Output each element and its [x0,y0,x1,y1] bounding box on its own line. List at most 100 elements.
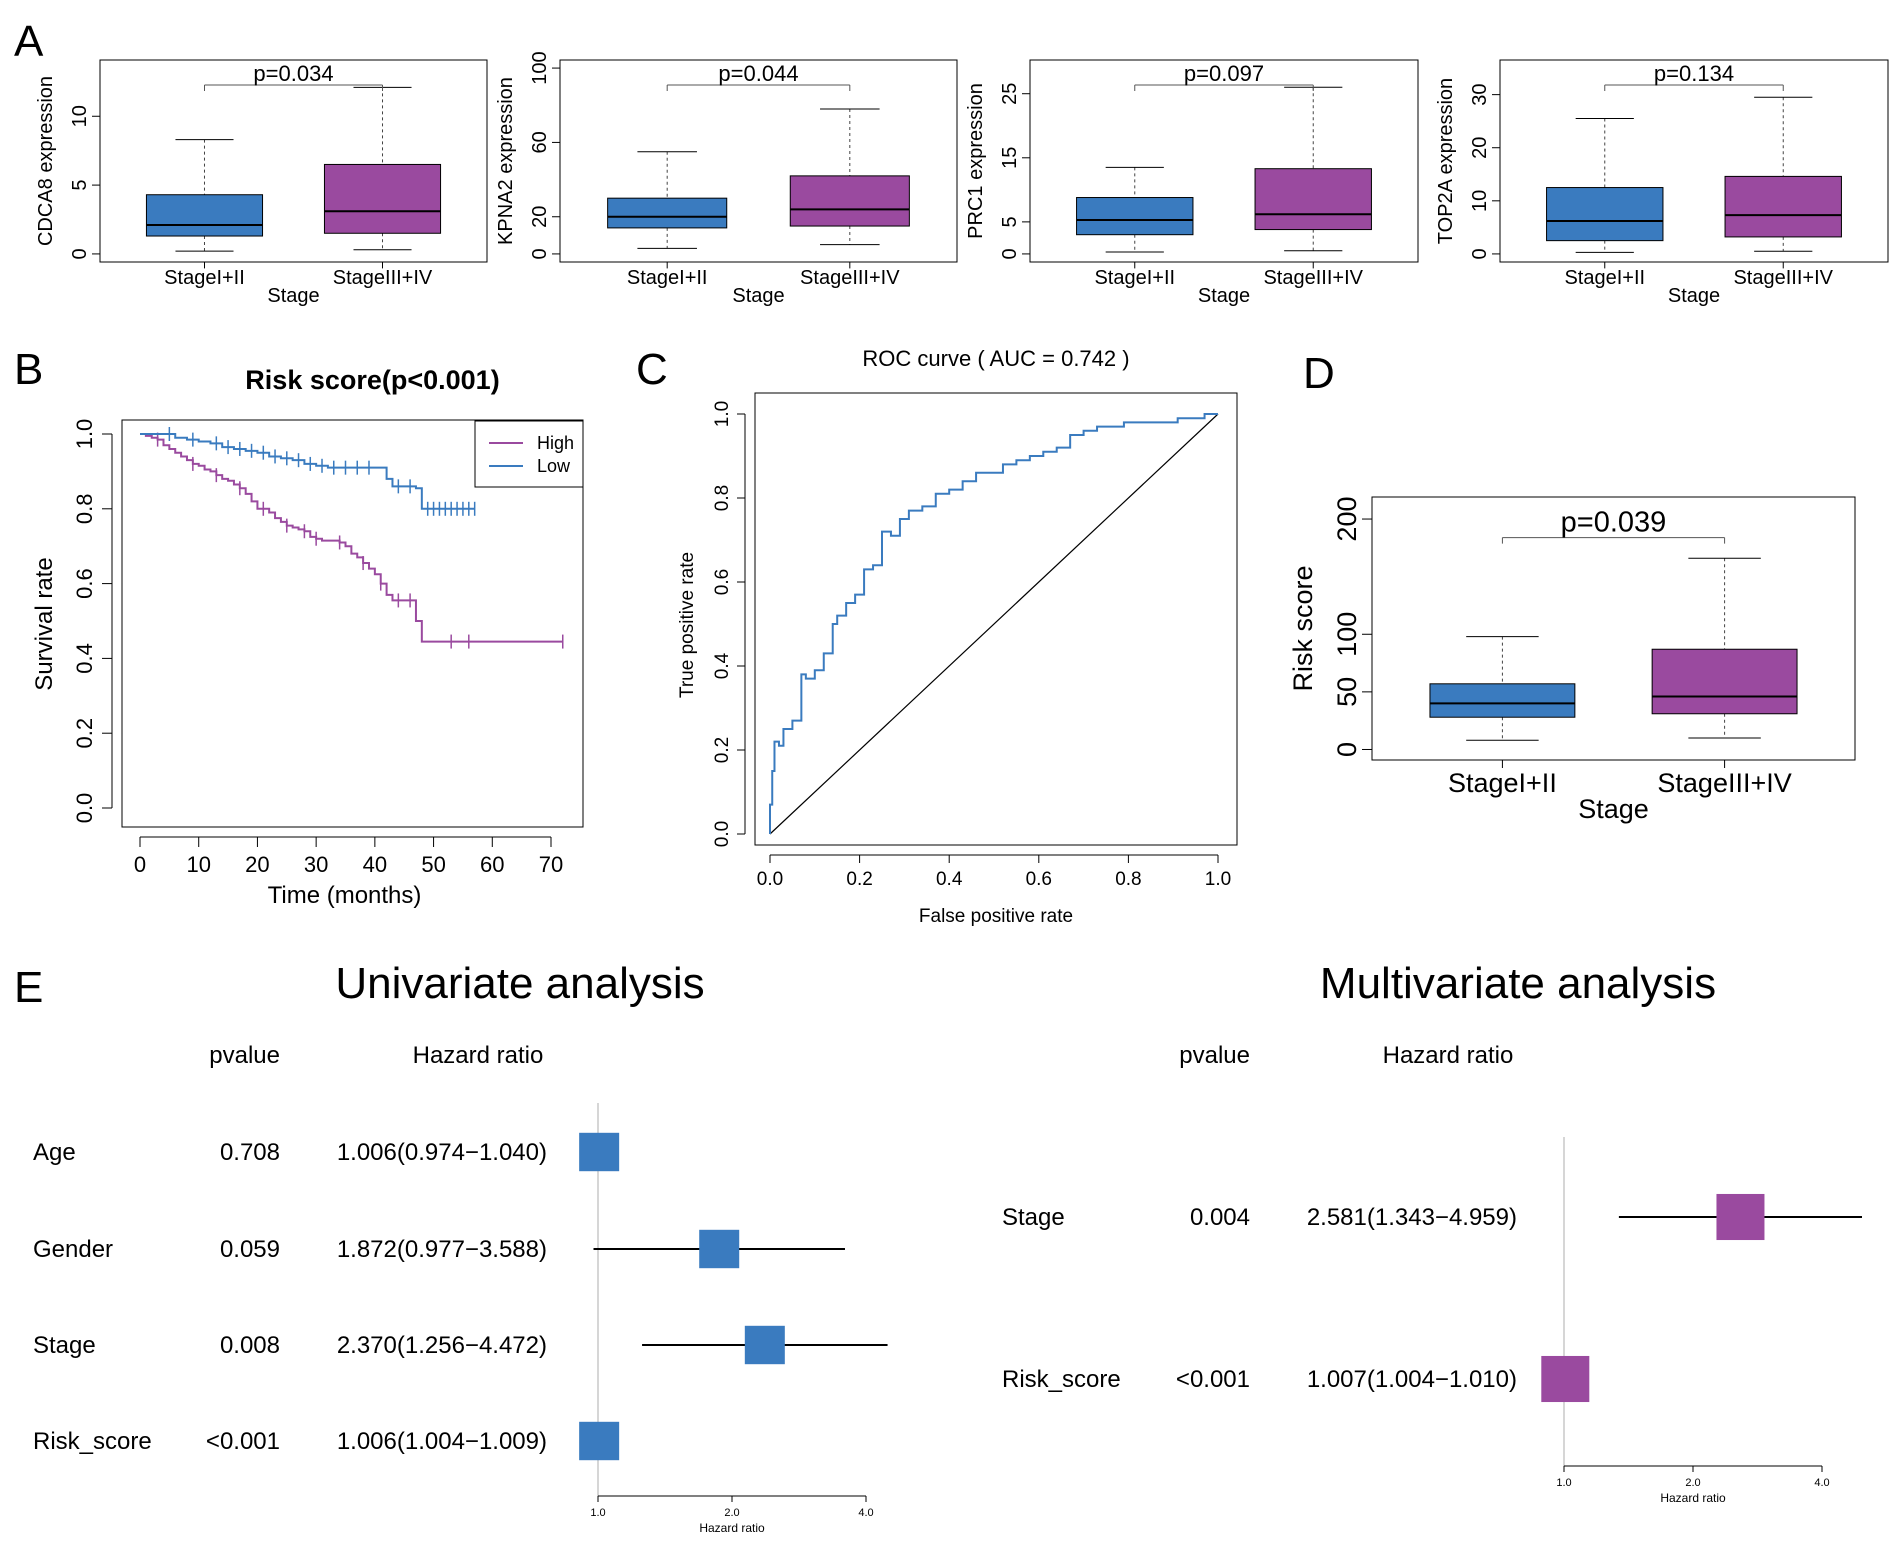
x-axis-label: Stage [732,285,784,307]
legend-label-low: Low [537,456,571,476]
diagonal-reference-line [769,413,1219,835]
plot-frame [754,392,1238,846]
row-label: Stage [1002,1204,1065,1231]
x-axis-label: Time (months) [268,882,422,909]
x-tick-label: 30 [304,852,328,877]
row-hazard-ratio: 2.581(1.343−4.959) [1307,1204,1517,1231]
y-tick-label: 0.2 [712,737,733,763]
x-tick-label: 10 [186,852,210,877]
row-hazard-ratio: 1.007(1.004−1.010) [1307,1366,1517,1393]
y-axis-label: True positive rate [677,552,698,698]
pvalue-label: p=0.044 [718,61,798,86]
boxplot-cdca8: 0 5 10 CDCA8 expression StageI+II StageIII+IV… [35,59,488,307]
y-tick-label: 200 [1332,497,1362,542]
x-tick-label: StageIII+IV [1657,768,1791,798]
chart-title: ROC curve ( AUC = 0.742 ) [862,346,1129,371]
y-tick-label: 0 [1469,248,1491,259]
x-tick-label: 0.8 [1115,869,1141,890]
y-tick-label: 15 [999,147,1021,169]
x-tick-label: 40 [363,852,387,877]
x-axis-label: Hazard ratio [1660,1491,1726,1505]
y-axis-label: CDCA8 expression [35,76,57,246]
y-tick-label: 100 [529,51,551,84]
box-iqr [1076,197,1194,236]
row-pvalue: 0.708 [220,1139,280,1166]
survival-curve-high [140,433,563,643]
box-iqr [145,194,264,237]
box-iqr [323,163,442,234]
y-tick-label: 0.4 [72,643,97,674]
x-tick-label: 0.4 [936,869,963,890]
y-tick-label: 0.8 [712,485,733,511]
y-tick-label: 100 [1332,612,1362,657]
boxplot-prc1: 0 5 15 25 PRC1 expression StageI+II StageIII+I… [965,59,1419,307]
x-axis-label: Hazard ratio [699,1521,765,1535]
x-tick-label: 1.0 [590,1507,605,1519]
hazard-ratio-marker [744,1325,785,1365]
x-axis-label: Stage [267,285,319,307]
survival-curve-low [140,433,475,510]
y-axis-label: Risk score [1288,565,1318,691]
chart-title: Risk score(p<0.001) [245,365,499,395]
y-tick-label: 0.6 [72,568,97,599]
box-iqr [1651,648,1798,715]
box-iqr [1546,187,1664,242]
y-tick-label: 20 [529,206,551,228]
x-tick-label: 0.6 [1026,869,1052,890]
y-axis-label: TOP2A expression [1435,78,1457,244]
x-tick-label: 4.0 [858,1507,873,1519]
plot-frame [1499,59,1889,263]
row-hazard-ratio: 1.006(0.974−1.040) [337,1139,547,1166]
row-hazard-ratio: 2.370(1.256−4.472) [337,1332,547,1359]
column-header-hazard-ratio: Hazard ratio [1383,1042,1514,1069]
y-tick-label: 0.0 [712,821,733,847]
y-tick-label: 10 [69,105,91,127]
hazard-ratio-marker [699,1229,740,1269]
forest-plot-multivariate: Multivariate analysis pvalue Hazard ratio S… [1002,959,1862,1505]
row-pvalue: 0.059 [220,1236,280,1263]
panel-letter-a: A [14,17,44,66]
box-iqr [607,197,728,229]
legend-label-high: High [537,433,574,453]
x-axis-label: False positive rate [919,906,1073,927]
x-tick-label: 60 [480,852,504,877]
plot-frame [99,59,488,263]
forest-title: Multivariate analysis [1320,959,1716,1008]
pvalue-label: p=0.034 [253,61,333,86]
boxplot-kpna2: 0 20 60 100 KPNA2 expression StageI+II StageII… [495,51,958,307]
row-label: Stage [33,1332,96,1359]
x-tick-label: 2.0 [724,1507,739,1519]
box-iqr [1724,175,1842,238]
x-tick-label: 0.2 [846,869,872,890]
y-tick-label: 10 [1469,190,1491,212]
y-tick-label: 5 [69,180,91,191]
y-tick-label: 0 [1332,742,1362,757]
x-axis-label: Stage [1578,794,1649,824]
hazard-ratio-marker [1716,1193,1765,1241]
y-tick-label: 0.6 [712,569,733,595]
row-hazard-ratio: 1.006(1.004−1.009) [337,1428,547,1455]
y-axis-label: KPNA2 expression [495,77,517,245]
roc-plot: ROC curve ( AUC = 0.742 ) 0.0 0.2 0.4 0.6 0.8… [677,346,1238,927]
x-tick-label: StageI+II [1564,267,1645,289]
x-axis-label: Stage [1198,285,1250,307]
panel-letter-d: D [1303,349,1335,398]
forest-plot-univariate: Univariate analysis pvalue Hazard ratio Age… [33,959,888,1535]
panel-letter-c: C [636,345,668,394]
y-tick-label: 50 [1332,677,1362,707]
y-tick-label: 25 [999,83,1021,105]
y-tick-label: 1.0 [72,419,97,450]
y-tick-label: 0 [999,248,1021,259]
plot-frame [1371,496,1856,761]
x-tick-label: 50 [421,852,445,877]
row-pvalue: 0.008 [220,1332,280,1359]
y-tick-label: 1.0 [712,401,733,427]
boxplot-risk-score: 0 50 100 200 Risk score StageI+II StageIII+IV S… [1288,496,1856,824]
row-label: Age [33,1139,76,1166]
hazard-ratio-marker [579,1132,620,1172]
x-tick-label: 0.0 [757,869,783,890]
x-tick-label: StageIII+IV [800,267,900,289]
pvalue-label: p=0.134 [1654,61,1734,86]
x-tick-label: 20 [245,852,269,877]
